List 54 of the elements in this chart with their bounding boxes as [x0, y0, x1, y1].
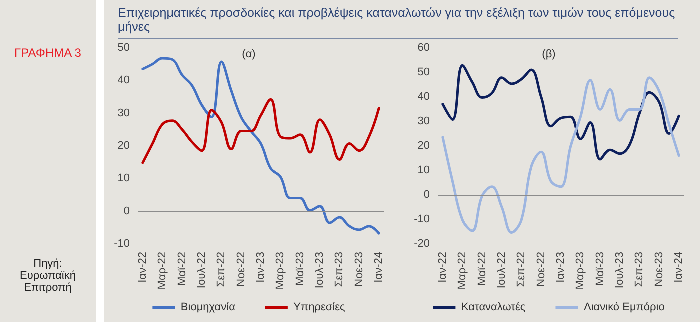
- chart-subtitle: (β): [542, 48, 556, 60]
- x-tick-label: Σεπ-23: [634, 252, 646, 288]
- y-tick-label: 0: [424, 189, 430, 201]
- x-tick-label: Νοε-22: [235, 252, 248, 287]
- x-tick-label: Ιουλ-22: [496, 252, 508, 289]
- text: ΓΡΑΦΗΜΑ 3: [14, 46, 82, 60]
- y-tick-label: -10: [414, 214, 430, 226]
- x-tick-label: Μαρ-23: [274, 252, 287, 290]
- x-tick-label: Μαρ-22: [456, 252, 469, 290]
- y-tick-label: 50: [418, 66, 430, 78]
- x-tick-label: Μαϊ-23: [294, 252, 306, 286]
- x-tick-label: Μαρ-23: [574, 252, 587, 290]
- y-tick-label: 10: [118, 172, 130, 185]
- x-tick-label: Μαϊ-23: [594, 252, 606, 286]
- y-tick-label: 40: [418, 91, 430, 103]
- y-tick-label: 30: [418, 116, 430, 128]
- x-tick-label: Σεπ-23: [334, 252, 346, 288]
- line-series: [442, 64, 680, 161]
- legend-label: Υπηρεσίες: [294, 302, 346, 314]
- y-tick-label: -20: [414, 238, 430, 250]
- text: Πηγή: Ευρωπαϊκή Επιτροπή: [19, 258, 77, 294]
- x-tick-label: Νοε-22: [535, 252, 548, 287]
- x-tick-label: Σεπ-22: [216, 252, 228, 288]
- y-tick-label: 30: [118, 107, 130, 120]
- y-tick-label: 20: [118, 140, 130, 152]
- line-series: [442, 76, 680, 234]
- x-tick-label: Ιουλ-23: [614, 252, 626, 289]
- legend-label: Καταναλωτές: [461, 302, 526, 314]
- x-tick-label: Ιουλ-22: [196, 252, 208, 289]
- line-series: [142, 98, 380, 164]
- y-tick-label: -10: [114, 238, 130, 250]
- chart-subtitle: (α): [242, 48, 256, 60]
- x-tick-label: Νοε-23: [653, 252, 666, 287]
- x-tick-label: Ιαν-24: [673, 252, 686, 283]
- x-tick-label: Ιαν-22: [136, 252, 149, 283]
- y-tick-label: 60: [418, 42, 430, 54]
- y-tick-label: 40: [118, 74, 130, 87]
- x-tick-label: Νοε-23: [353, 252, 366, 287]
- x-tick-label: Ιαν-24: [373, 252, 386, 283]
- x-tick-label: Ιαν-23: [255, 252, 267, 283]
- y-tick-label: 20: [418, 140, 430, 152]
- y-tick-label: 10: [418, 164, 430, 176]
- x-tick-label: Σεπ-22: [516, 252, 528, 288]
- legend-label: Λιανικό Εμπόριο: [584, 302, 665, 314]
- y-tick-label: 50: [118, 42, 130, 54]
- x-tick-label: Ιαν-23: [555, 252, 567, 283]
- x-tick-label: Ιουλ-23: [314, 252, 326, 289]
- x-tick-label: Μαϊ-22: [176, 252, 188, 286]
- y-tick-label: 0: [124, 205, 130, 218]
- legend-label: Βιομηχανία: [180, 302, 236, 314]
- x-tick-label: Μαρ-22: [156, 252, 169, 290]
- x-tick-label: Μαϊ-22: [476, 252, 488, 286]
- x-tick-label: Ιαν-22: [436, 252, 449, 283]
- chart-title: Επιχειρηματικές προσδοκίες και προβλέψεις καταναλωτών για την εξέλιξη των τιμών τους επόμενους μήνες: [118, 6, 678, 39]
